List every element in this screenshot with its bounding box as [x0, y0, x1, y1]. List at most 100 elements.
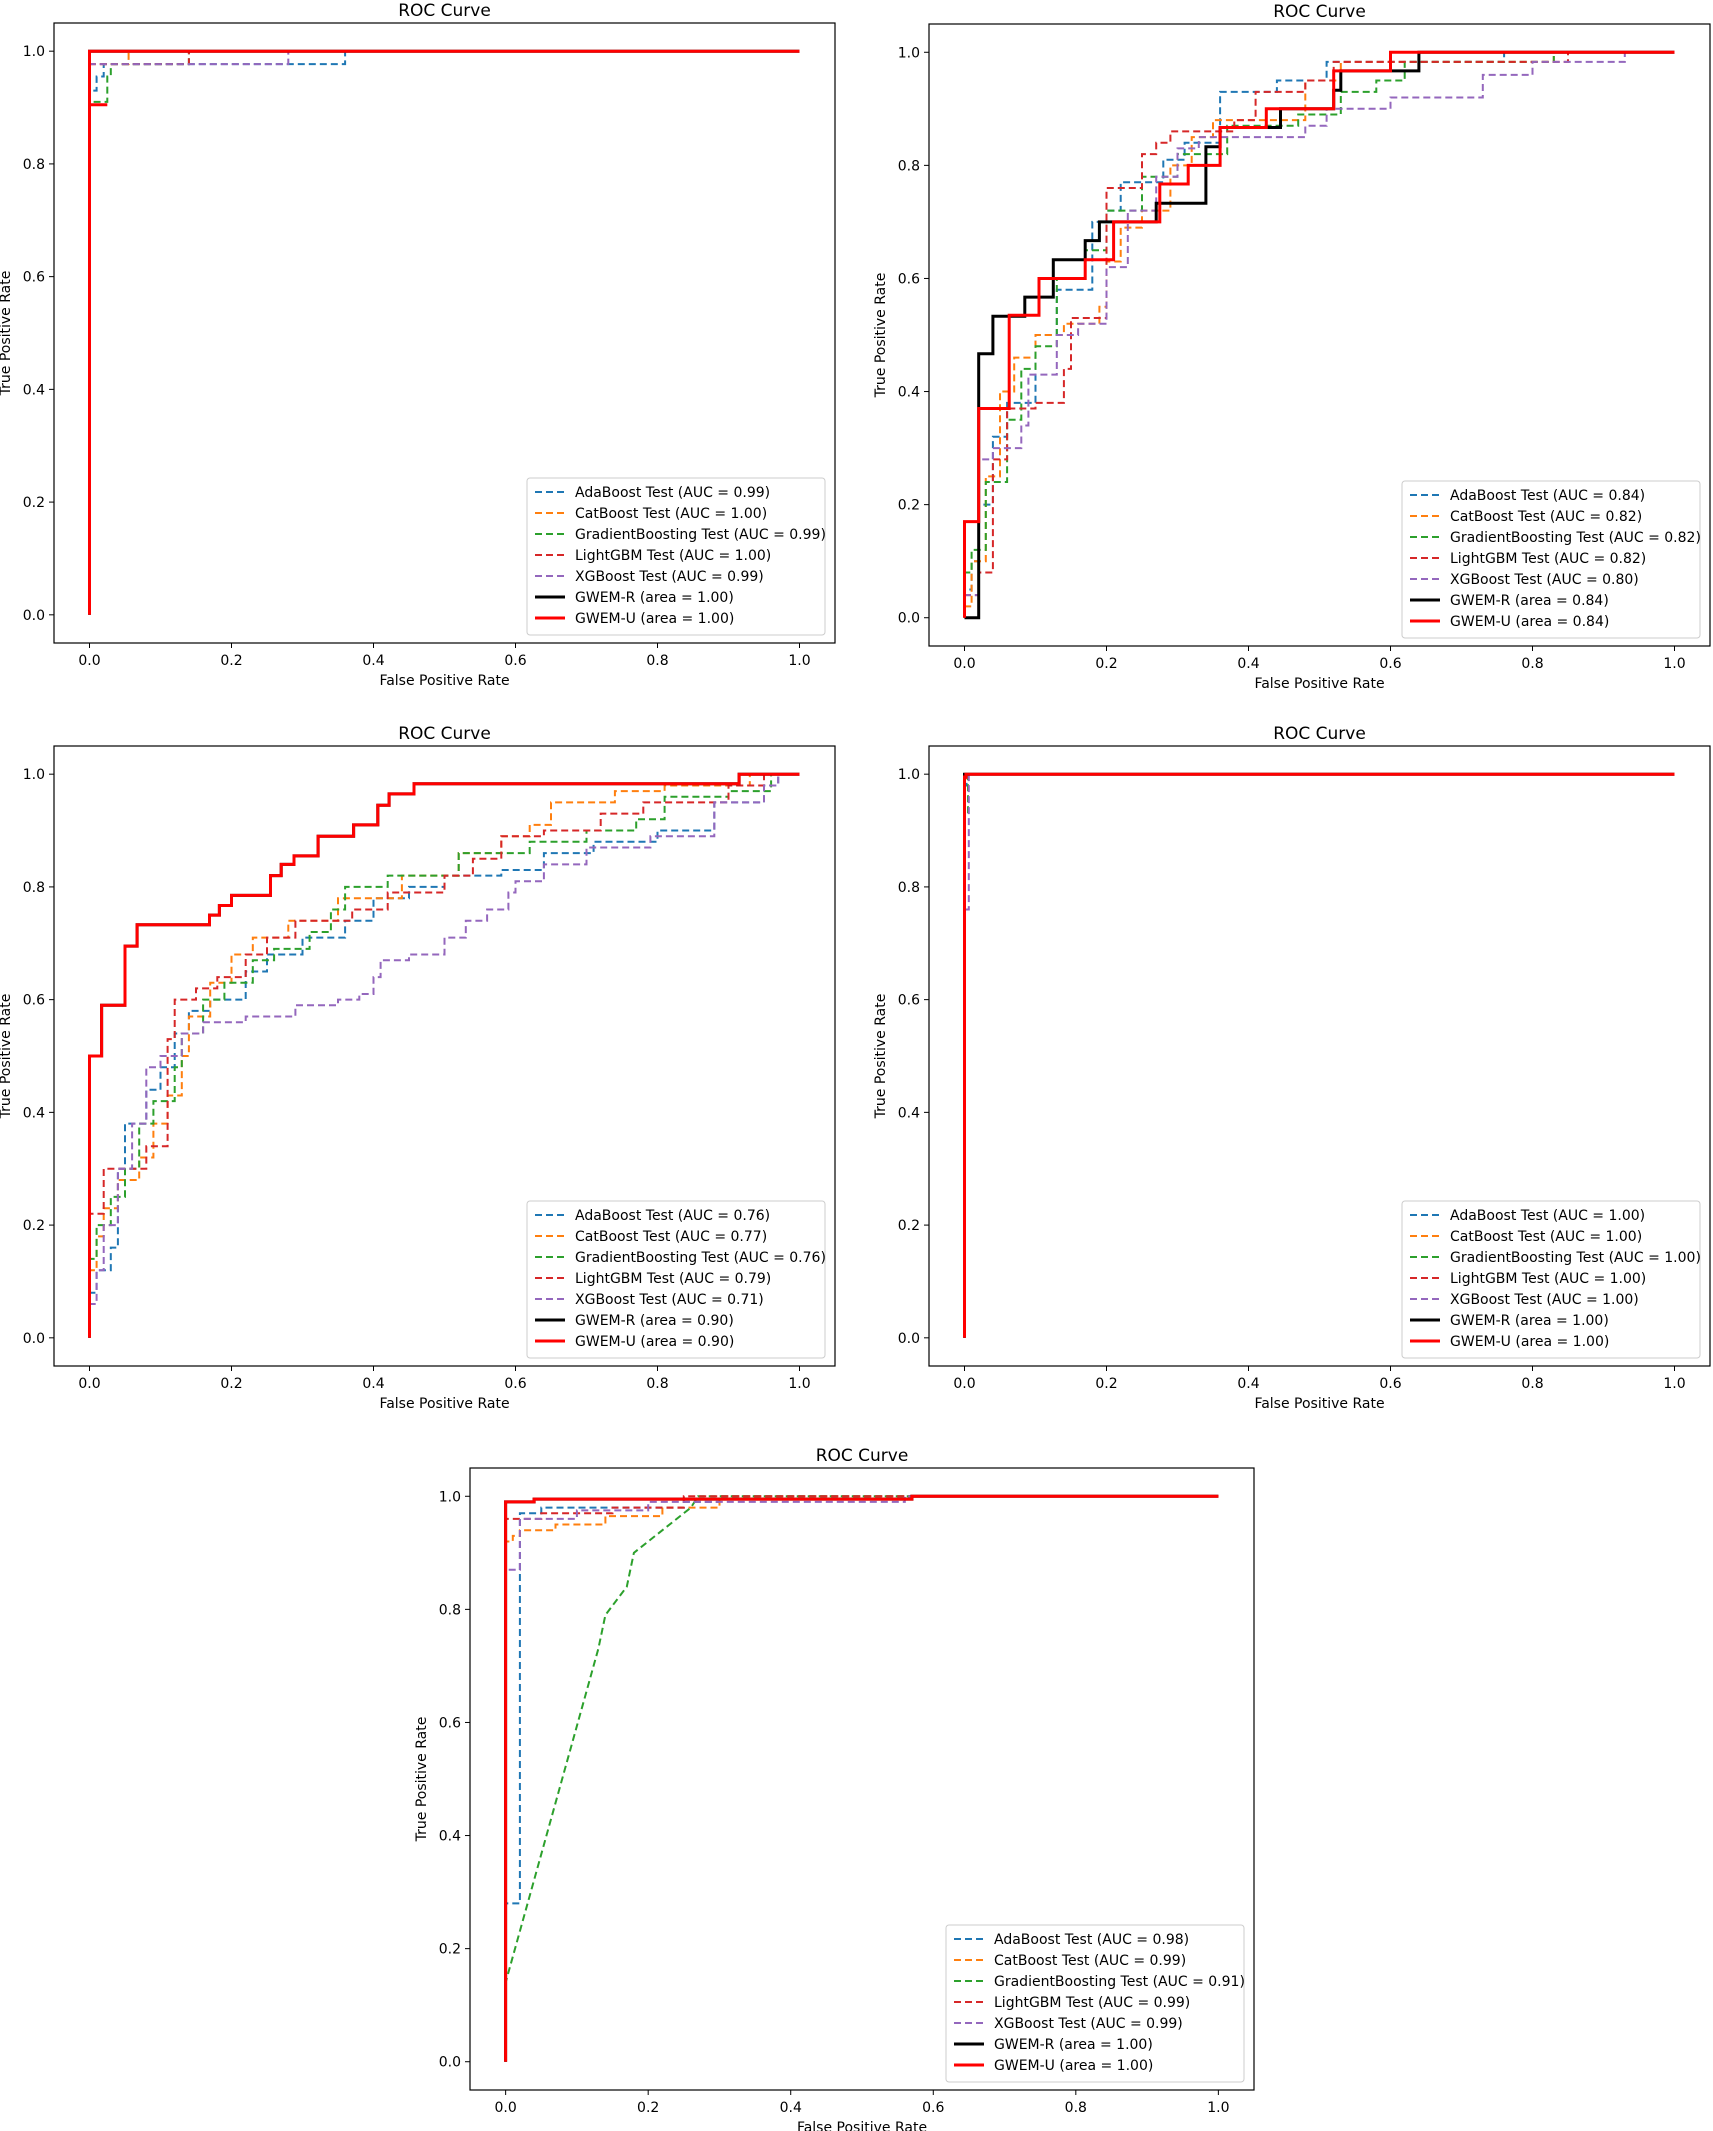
- legend-entry: LightGBM Test (AUC = 0.82): [1450, 551, 1646, 567]
- legend-entry: GWEM-U (area = 0.84): [1450, 614, 1609, 630]
- axes-frame: [469, 1467, 1255, 2091]
- legend-entry: CatBoost Test (AUC = 1.00): [1450, 1229, 1642, 1245]
- legend-box: [1401, 480, 1701, 639]
- chart-title: ROC Curve: [398, 1, 491, 21]
- x-tick-label: 0.6: [504, 653, 526, 669]
- legend-entry: GradientBoosting Test (AUC = 0.99): [575, 527, 826, 543]
- legend-entry: AdaBoost Test (AUC = 0.98): [994, 1932, 1189, 1948]
- y-tick-label: 0.2: [439, 1942, 461, 1958]
- series-group: [504, 1494, 1219, 2062]
- roc-chart-4: ROC Curve 0.0 0.2 0.4 0.6 0.8 1.0 0.0 0.2 0.4 0.6 0…: [873, 724, 1711, 1412]
- roc-chart-3: ROC Curve 0.0 0.2 0.4 0.6 0.8 1.0 0.0 0.2 0.4 0.6 0…: [0, 724, 836, 1412]
- roc-line-adaboost: [88, 50, 800, 615]
- legend-entry: CatBoost Test (AUC = 0.77): [575, 1229, 767, 1245]
- legend-entry: GWEM-R (area = 0.90): [575, 1313, 734, 1329]
- legend-entry: GWEM-R (area = 0.84): [1450, 593, 1609, 609]
- y-tick-label: 0.0: [23, 608, 45, 624]
- y-tick-label: 0.2: [898, 1218, 920, 1234]
- x-tick-label: 0.8: [1065, 2100, 1087, 2116]
- x-tick-label: 0.8: [646, 653, 668, 669]
- x-tick-label: 1.0: [788, 653, 810, 669]
- x-tick-label: 0.6: [1379, 1376, 1401, 1392]
- y-axis-label: True Positive Rate: [0, 271, 14, 397]
- x-tick-label: 0.2: [1095, 1376, 1117, 1392]
- legend: AdaBoost Test (AUC = 0.84) CatBoost Test …: [1401, 480, 1701, 639]
- roc-line-gradientboosting: [963, 51, 1675, 618]
- roc-chart-5: ROC Curve 0.0 0.2 0.4 0.6 0.8 1.0 0.0 0.2 0.4 0.6 0…: [414, 1446, 1255, 2131]
- y-tick-label: 0.8: [23, 880, 45, 896]
- legend-entry: CatBoost Test (AUC = 0.82): [1450, 509, 1642, 525]
- chart-title: ROC Curve: [398, 724, 491, 744]
- series-group: [963, 772, 1675, 1338]
- y-tick-label: 0.4: [23, 1105, 45, 1121]
- legend-entry: GWEM-R (area = 1.00): [994, 2037, 1153, 2053]
- x-tick-label: 0.4: [1237, 656, 1259, 672]
- x-tick-label: 0.8: [1521, 1376, 1543, 1392]
- x-tick-label: 0.4: [780, 2100, 802, 2116]
- y-tick-label: 0.4: [439, 1829, 461, 1845]
- roc-line-adaboost: [963, 51, 1675, 618]
- roc-line-gradientboosting: [88, 50, 800, 615]
- legend: AdaBoost Test (AUC = 0.76) CatBoost Test …: [526, 1200, 826, 1359]
- roc-line-gwem-u: [504, 1494, 1219, 2062]
- legend-entry: GWEM-U (area = 1.00): [575, 611, 734, 627]
- axes-frame: [53, 745, 836, 1367]
- x-axis-label: False Positive Rate: [1254, 1396, 1384, 1412]
- chart-title: ROC Curve: [816, 1446, 909, 1466]
- y-tick-label: 0.6: [898, 271, 920, 287]
- y-tick-label: 0.2: [898, 498, 920, 514]
- legend-box: [526, 477, 826, 636]
- axes-frame: [928, 23, 1711, 647]
- legend-entry: CatBoost Test (AUC = 0.99): [994, 1953, 1186, 1969]
- x-tick-label: 0.6: [1379, 656, 1401, 672]
- y-tick-label: 0.4: [898, 1105, 920, 1121]
- y-tick-label: 0.0: [898, 611, 920, 627]
- legend-box: [945, 1924, 1245, 2083]
- x-tick-label: 0.2: [1095, 656, 1117, 672]
- roc-line-lightgbm: [963, 51, 1675, 618]
- axes-frame: [53, 22, 836, 644]
- y-tick-label: 1.0: [898, 767, 920, 783]
- y-tick-label: 0.2: [23, 1218, 45, 1234]
- x-tick-label: 0.0: [78, 653, 100, 669]
- roc-chart-1: ROC Curve 0.0 0.2 0.4 0.6 0.8 1.0 0.0 0.2 0.4 0.6 0…: [0, 1, 836, 689]
- roc-chart-2: ROC Curve 0.0 0.2 0.4 0.6 0.8 1.0 0.0 0.2 0.4 0.6 0…: [873, 2, 1711, 692]
- y-tick-label: 0.8: [439, 1602, 461, 1618]
- x-tick-label: 0.6: [922, 2100, 944, 2116]
- chart-title: ROC Curve: [1273, 724, 1366, 744]
- y-tick-label: 0.6: [23, 993, 45, 1009]
- x-axis-label: False Positive Rate: [1254, 676, 1384, 692]
- roc-line-lightgbm: [88, 773, 800, 1338]
- legend-entry: XGBoost Test (AUC = 0.80): [1450, 572, 1639, 588]
- legend: AdaBoost Test (AUC = 1.00) CatBoost Test …: [1401, 1200, 1701, 1359]
- legend-box: [1401, 1200, 1701, 1359]
- roc-line-xgboost: [88, 773, 800, 1338]
- y-tick-label: 0.0: [898, 1331, 920, 1347]
- roc-line-catboost: [504, 1495, 1219, 2062]
- y-tick-label: 0.4: [23, 382, 45, 398]
- x-tick-label: 1.0: [788, 1376, 810, 1392]
- y-tick-label: 1.0: [23, 767, 45, 783]
- y-tick-label: 0.2: [23, 495, 45, 511]
- legend-entry: GWEM-U (area = 1.00): [1450, 1334, 1609, 1350]
- y-tick-label: 0.6: [23, 270, 45, 286]
- legend-entry: AdaBoost Test (AUC = 0.99): [575, 485, 770, 501]
- y-tick-label: 1.0: [439, 1489, 461, 1505]
- y-tick-label: 0.4: [898, 385, 920, 401]
- legend-entry: GWEM-R (area = 1.00): [575, 590, 734, 606]
- legend-entry: XGBoost Test (AUC = 0.71): [575, 1292, 764, 1308]
- x-tick-label: 1.0: [1663, 656, 1685, 672]
- x-tick-label: 0.0: [953, 1376, 975, 1392]
- x-axis-label: False Positive Rate: [379, 673, 509, 689]
- y-axis-label: True Positive Rate: [414, 1717, 430, 1843]
- legend-entry: GWEM-R (area = 1.00): [1450, 1313, 1609, 1329]
- legend-entry: LightGBM Test (AUC = 1.00): [1450, 1271, 1646, 1287]
- x-tick-label: 1.0: [1663, 1376, 1685, 1392]
- legend-entry: AdaBoost Test (AUC = 0.84): [1450, 488, 1645, 504]
- y-tick-label: 0.8: [898, 880, 920, 896]
- legend-entry: GWEM-U (area = 1.00): [994, 2058, 1153, 2074]
- x-axis-label: False Positive Rate: [797, 2120, 927, 2131]
- y-axis-label: True Positive Rate: [0, 994, 14, 1120]
- x-tick-label: 0.4: [362, 653, 384, 669]
- y-tick-label: 0.6: [439, 1715, 461, 1731]
